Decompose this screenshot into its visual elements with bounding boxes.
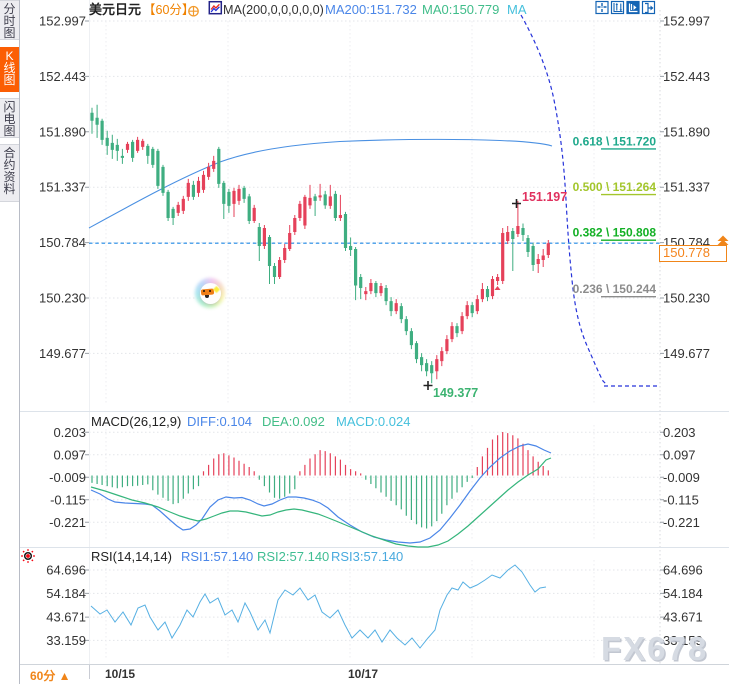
svg-text:0.203: 0.203 [663, 425, 696, 440]
svg-text:54.184: 54.184 [46, 586, 86, 601]
svg-text:152.443: 152.443 [39, 69, 86, 84]
svg-text:150.230: 150.230 [663, 291, 710, 306]
svg-text:151.337: 151.337 [663, 180, 710, 195]
svg-text:-0.221: -0.221 [49, 515, 86, 530]
svg-text:64.696: 64.696 [46, 563, 86, 578]
svg-text:150.784: 150.784 [39, 235, 86, 250]
svg-text:150.230: 150.230 [39, 291, 86, 306]
svg-text:FX678: FX678 [601, 630, 708, 667]
svg-text:149.377: 149.377 [433, 386, 478, 400]
svg-text:0.203: 0.203 [53, 425, 86, 440]
svg-text:RSI2:57.140: RSI2:57.140 [257, 549, 329, 564]
svg-text:-0.115: -0.115 [663, 492, 699, 507]
svg-text:RSI3:57.140: RSI3:57.140 [331, 549, 403, 564]
svg-text:RSI1:57.140: RSI1:57.140 [181, 549, 253, 564]
svg-text:0.500 \ 151.264: 0.500 \ 151.264 [573, 180, 657, 194]
svg-text:RSI(14,14,14): RSI(14,14,14) [91, 549, 172, 564]
svg-text:33.159: 33.159 [663, 633, 703, 648]
svg-text:0.097: 0.097 [663, 447, 696, 462]
svg-text:-0.115: -0.115 [50, 492, 86, 507]
svg-text:MA200:151.732: MA200:151.732 [325, 2, 417, 17]
svg-text:-0.009: -0.009 [49, 470, 86, 485]
svg-text:MA0:150.779: MA0:150.779 [422, 2, 499, 17]
svg-text:DIFF:0.104: DIFF:0.104 [187, 414, 252, 429]
svg-text:64.696: 64.696 [663, 563, 703, 578]
svg-text:149.677: 149.677 [663, 346, 710, 361]
svg-text:43.671: 43.671 [663, 610, 703, 625]
svg-text:美元日元: 美元日元 [89, 2, 141, 17]
svg-text:151.197: 151.197 [522, 190, 567, 204]
svg-text:FX678: FX678 [603, 632, 710, 669]
svg-text:DEA:0.092: DEA:0.092 [262, 414, 325, 429]
svg-text:0.097: 0.097 [53, 447, 86, 462]
svg-text:33.159: 33.159 [46, 633, 86, 648]
svg-text:43.671: 43.671 [46, 610, 86, 625]
svg-text:0.382 \ 150.808: 0.382 \ 150.808 [573, 226, 657, 240]
svg-text:152.997: 152.997 [39, 14, 86, 29]
svg-text:149.677: 149.677 [39, 346, 86, 361]
svg-text:0.236 \ 150.244: 0.236 \ 150.244 [573, 282, 657, 296]
svg-text:MA(200,0,0,0,0,0): MA(200,0,0,0,0,0) [223, 3, 324, 17]
svg-text:152.997: 152.997 [663, 14, 710, 29]
svg-text:54.184: 54.184 [663, 586, 703, 601]
svg-text:152.443: 152.443 [663, 69, 710, 84]
svg-text:MACD(26,12,9): MACD(26,12,9) [91, 414, 181, 429]
svg-text:MACD:0.024: MACD:0.024 [336, 414, 410, 429]
svg-text:【60分】: 【60分】 [143, 3, 194, 17]
svg-text:151.890: 151.890 [663, 124, 710, 139]
svg-text:151.337: 151.337 [39, 180, 86, 195]
svg-text:MA: MA [507, 2, 527, 17]
svg-text:-0.221: -0.221 [663, 515, 700, 530]
svg-text:151.890: 151.890 [39, 124, 86, 139]
svg-text:0.618 \ 151.720: 0.618 \ 151.720 [573, 134, 657, 148]
svg-text:-0.009: -0.009 [663, 470, 700, 485]
